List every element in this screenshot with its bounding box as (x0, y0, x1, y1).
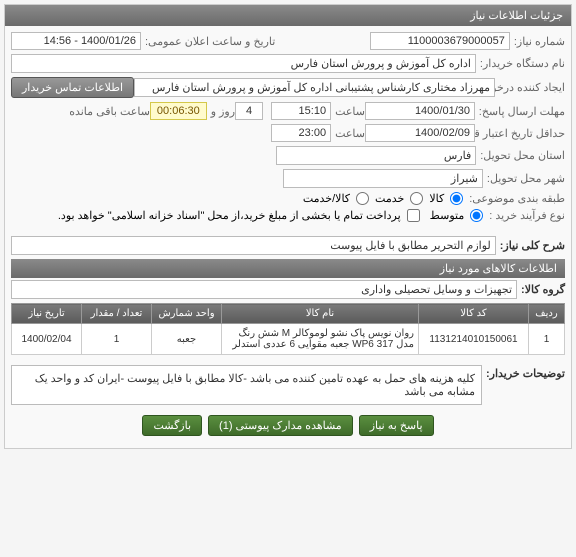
td-qty: 1 (82, 324, 152, 355)
partial-pay-checkbox[interactable] (407, 209, 420, 222)
category-goods-label: کالا (429, 192, 444, 205)
td-idx: 1 (529, 324, 565, 355)
td-date: 1400/02/04 (12, 324, 82, 355)
partial-pay-label: پرداخت تمام یا بخشی از مبلغ خرید،از محل … (58, 209, 401, 222)
items-table: ردیف کد کالا نام کالا واحد شمارش تعداد /… (11, 303, 565, 355)
td-name: روان نویس پاک نشو لوموکالر M شش رنگ مدل … (222, 324, 419, 355)
th-qty: تعداد / مقدار (82, 304, 152, 324)
respond-button[interactable]: پاسخ به نیاز (359, 415, 434, 436)
th-date: تاریخ نیاز (12, 304, 82, 324)
table-row: 1 1131214010150061 روان نویس پاک نشو لوم… (12, 324, 565, 355)
category-both-radio[interactable] (356, 192, 369, 205)
price-date: 1400/02/09 (365, 124, 475, 142)
buyer-org-value: اداره کل آموزش و پرورش استان فارس (11, 54, 476, 73)
delivery-state: فارس (276, 146, 476, 165)
summary-value: لوازم التحریر مطابق با فایل پیوست (11, 236, 496, 255)
summary-label: شرح کلی نیاز: (496, 239, 565, 252)
deadline-date: 1400/01/30 (365, 102, 475, 120)
need-no-label: شماره نیاز: (510, 35, 565, 48)
deadline-time: 15:10 (271, 102, 331, 120)
td-code: 1131214010150061 (419, 324, 529, 355)
contact-buyer-button[interactable]: اطلاعات تماس خریدار (11, 77, 134, 98)
category-both-label: کالا/خدمت (303, 192, 350, 205)
time-label-2: ساعت (331, 127, 365, 140)
delivery-city-label: شهر محل تحویل: (483, 172, 565, 185)
category-service-radio[interactable] (410, 192, 423, 205)
announce-value: 1400/01/26 - 14:56 (11, 32, 141, 50)
delivery-state-label: استان محل تحویل: (476, 149, 565, 162)
items-header: اطلاعات کالاهای مورد نیاز (11, 259, 565, 278)
th-unit: واحد شمارش (152, 304, 222, 324)
creator-value: مهرزاد مختاری کارشناس پشتیبانی اداره کل … (134, 78, 495, 97)
days-remaining: 4 (235, 102, 263, 120)
buyer-notes-label: توضیحات خریدار: (482, 361, 565, 380)
deadline-label: مهلت ارسال پاسخ: (475, 105, 565, 118)
th-idx: ردیف (529, 304, 565, 324)
category-label: طبقه بندی موضوعی: (465, 192, 565, 205)
attachments-button[interactable]: مشاهده مدارک پیوستی (1) (208, 415, 353, 436)
countdown: 00:06:30 (150, 102, 207, 120)
purchase-medium-radio[interactable] (470, 209, 483, 222)
td-unit: جعبه (152, 324, 222, 355)
group-value: تجهیزات و وسایل تحصیلی واداری (11, 280, 517, 299)
remain-label: ساعت باقی مانده (65, 105, 150, 118)
buyer-org-label: نام دستگاه خریدار: (476, 57, 565, 70)
price-time: 23:00 (271, 124, 331, 142)
th-name: نام کالا (222, 304, 419, 324)
buyer-notes-value: کلیه هزینه های حمل به عهده تامین کننده م… (11, 365, 482, 405)
back-button[interactable]: بازگشت (142, 415, 202, 436)
th-code: کد کالا (419, 304, 529, 324)
need-no-value: 1100003679000057 (370, 32, 510, 50)
time-label-1: ساعت (331, 105, 365, 118)
creator-label: ایجاد کننده درخواست: (495, 81, 565, 94)
panel-title: جزئیات اطلاعات نیاز (5, 5, 571, 26)
category-service-label: خدمت (375, 192, 404, 205)
purchase-type-label: نوع فرآیند خرید : (485, 209, 565, 222)
table-header-row: ردیف کد کالا نام کالا واحد شمارش تعداد /… (12, 304, 565, 324)
days-label: روز و (207, 105, 235, 118)
delivery-city: شیراز (283, 169, 483, 188)
category-goods-radio[interactable] (450, 192, 463, 205)
announce-label: تاریخ و ساعت اعلان عمومی: (141, 35, 275, 48)
group-label: گروه کالا: (517, 283, 565, 296)
purchase-medium-label: متوسط (430, 209, 465, 222)
price-valid-label: حداقل تاریخ اعتبار قیمت: (475, 127, 565, 140)
